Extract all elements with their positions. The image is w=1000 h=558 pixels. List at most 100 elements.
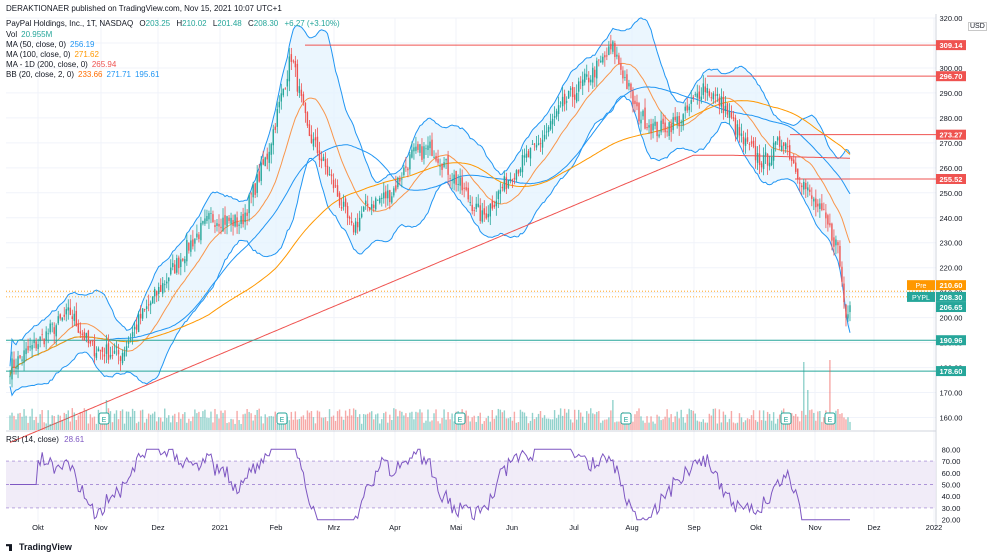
candle-body (455, 170, 457, 185)
candle (393, 186, 395, 198)
volume-bar (580, 412, 582, 430)
volume-bar (499, 409, 502, 430)
candle (377, 199, 379, 201)
volume-bar (153, 411, 156, 430)
candle-body (708, 91, 711, 96)
candle (445, 158, 447, 169)
volume-bar (290, 411, 293, 430)
candle-body (228, 217, 230, 221)
candle-body (119, 356, 122, 361)
price-level-tag-text: 273.27 (940, 131, 963, 140)
candle-body (389, 190, 391, 203)
volume-bar (272, 416, 274, 430)
candle-body (837, 242, 839, 246)
earnings-label: E (828, 417, 833, 424)
volume-bar (67, 410, 69, 430)
tradingview-brand[interactable]: TradingView (6, 542, 72, 552)
volume-bar (244, 413, 246, 430)
candle-body (698, 91, 700, 99)
volume-bar (784, 422, 787, 430)
volume-bar (491, 410, 493, 430)
candle (467, 182, 469, 203)
candle-body (214, 225, 216, 227)
candle (598, 59, 600, 67)
candle (465, 181, 467, 192)
volume-bar (724, 414, 727, 430)
volume-bar (27, 422, 29, 430)
candle-body (246, 212, 248, 216)
candle (692, 94, 694, 102)
candle-body (91, 340, 94, 342)
candle (642, 109, 644, 120)
candle (590, 75, 592, 86)
volume-bar (170, 422, 172, 430)
candle (421, 138, 423, 162)
candle-body (340, 206, 343, 209)
volume-bar (463, 420, 465, 430)
volume-bar (143, 422, 146, 430)
volume-bar (523, 412, 526, 430)
volume-bar (379, 423, 381, 430)
candle (276, 101, 278, 134)
candle-body (535, 145, 538, 148)
candle (624, 70, 626, 81)
volume-bar (294, 411, 297, 430)
candle (704, 77, 707, 102)
candle-body (776, 137, 779, 141)
candle (495, 191, 498, 216)
candle-body (379, 197, 381, 203)
volume-bar (787, 423, 789, 430)
volume-bar (166, 417, 168, 430)
candle-body (282, 88, 285, 96)
candle (672, 112, 674, 134)
brand-label: TradingView (19, 542, 72, 552)
volume-bar (358, 414, 361, 430)
rsi-tick: 60.00 (942, 469, 961, 478)
candle (322, 153, 325, 162)
candle (344, 196, 347, 214)
ohlc-close: 208.30 (253, 19, 279, 28)
candle (308, 120, 311, 137)
candle-body (527, 151, 530, 158)
candle-body (260, 162, 262, 181)
candle-body (51, 323, 53, 325)
candle (487, 205, 489, 223)
candle (137, 310, 140, 333)
volume-bar (224, 410, 226, 430)
volume-bar (222, 412, 224, 430)
candle (686, 97, 688, 113)
volume-bar (803, 362, 805, 430)
currency-label[interactable]: USD (968, 22, 987, 31)
candle-body (83, 332, 86, 341)
candle-body (43, 338, 45, 345)
candle-body (127, 341, 130, 344)
volume-bar (310, 411, 313, 430)
volume-bar (395, 409, 397, 430)
candle-body (461, 177, 463, 191)
volume-bar (306, 410, 309, 430)
volume-bar (346, 415, 349, 430)
candle-body (139, 313, 142, 319)
candle (795, 156, 797, 175)
candle (493, 200, 496, 209)
volume-bar (123, 423, 126, 430)
candle (101, 346, 104, 360)
price-level-tag: 190.96 (936, 335, 966, 346)
volume-bar (756, 421, 759, 430)
candle-body (87, 330, 90, 344)
volume-bar (232, 419, 234, 430)
candle-body (772, 142, 775, 161)
volume-bar (730, 410, 733, 430)
volume-bar (835, 410, 837, 430)
candle-body (417, 144, 419, 150)
candle (602, 53, 604, 65)
candle (318, 141, 321, 167)
candle (367, 195, 369, 212)
candle (845, 303, 847, 327)
candle-body (89, 341, 92, 344)
volume-bar (262, 423, 264, 430)
volume-bar (738, 413, 741, 430)
candle (660, 111, 662, 136)
